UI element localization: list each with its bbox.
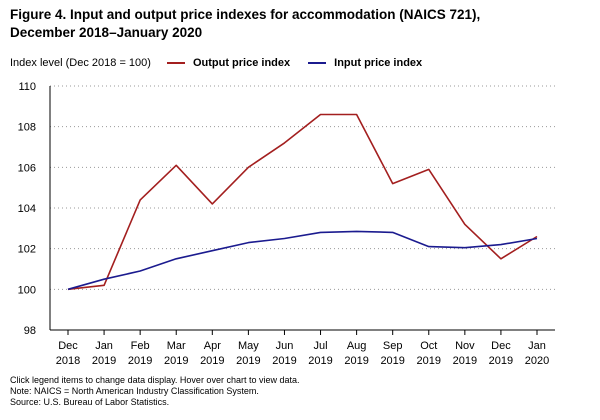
data-point-input-price-index-6[interactable] (281, 236, 287, 242)
x-tick-label-month-0: Dec (58, 340, 78, 352)
legend-item-output-price-index[interactable]: Output price index (166, 57, 291, 69)
data-point-output-price-index-3[interactable] (173, 162, 179, 168)
data-point-input-price-index-7[interactable] (318, 229, 324, 235)
x-tick-label-year-6: 2019 (272, 355, 296, 367)
x-tick-label-month-11: Nov (455, 340, 475, 352)
data-point-output-price-index-7[interactable] (318, 111, 324, 117)
data-point-output-price-index-8[interactable] (354, 111, 360, 117)
x-tick-label-month-3: Mar (167, 340, 186, 352)
data-point-output-price-index-9[interactable] (390, 181, 396, 187)
x-tick-label-year-1: 2019 (92, 355, 116, 367)
data-point-input-price-index-9[interactable] (390, 229, 396, 235)
data-point-output-price-index-10[interactable] (426, 166, 432, 172)
x-tick-label-month-8: Aug (347, 340, 367, 352)
x-tick-label-year-11: 2019 (453, 355, 477, 367)
data-point-input-price-index-1[interactable] (101, 276, 107, 282)
y-tick-label-98: 98 (24, 325, 36, 337)
x-tick-label-month-6: Jun (276, 340, 294, 352)
y-tick-label-108: 108 (18, 122, 36, 134)
note-instructions: Click legend items to change data displa… (10, 375, 300, 385)
legend-swatch-input (308, 62, 327, 64)
x-tick-label-year-4: 2019 (200, 355, 224, 367)
data-point-output-price-index-1[interactable] (101, 282, 107, 288)
data-point-input-price-index-2[interactable] (137, 268, 143, 274)
x-tick-label-year-3: 2019 (164, 355, 188, 367)
y-tick-label-102: 102 (18, 244, 36, 256)
x-tick-label-year-9: 2019 (380, 355, 404, 367)
chart-title-line-2: December 2018–January 2020 (10, 25, 203, 40)
data-point-input-price-index-4[interactable] (209, 248, 215, 254)
x-tick-label-year-7: 2019 (308, 355, 332, 367)
data-point-output-price-index-11[interactable] (462, 221, 468, 227)
x-tick-label-month-4: Apr (204, 340, 221, 352)
x-tick-label-year-10: 2019 (417, 355, 441, 367)
data-point-input-price-index-5[interactable] (245, 240, 251, 246)
series-line-output-price-index[interactable] (67, 113, 538, 291)
x-tick-label-month-9: Sep (383, 340, 403, 352)
x-tick-label-month-7: Jul (314, 340, 328, 352)
x-tick-label-month-10: Oct (420, 340, 437, 352)
y-tick-label-110: 110 (18, 81, 36, 93)
data-point-output-price-index-6[interactable] (281, 140, 287, 146)
legend-label-output: Output price index (192, 57, 291, 69)
x-tick-label-month-2: Feb (131, 340, 150, 352)
data-point-output-price-index-2[interactable] (137, 197, 143, 203)
y-axis-label: Index level (Dec 2018 = 100) (10, 57, 151, 69)
line-chart[interactable]: 98 100 102 104 106 108 110 Dec 2018 Jan 2019 Feb 201… (0, 0, 600, 370)
note-naics: Note: NAICS = North American Industry Cl… (10, 386, 259, 396)
y-tick-label-104: 104 (18, 203, 36, 215)
y-tick-label-106: 106 (18, 162, 36, 174)
x-tick-label-month-13: Jan (528, 340, 546, 352)
data-point-input-price-index-8[interactable] (354, 228, 360, 234)
chart-notes: Click legend items to change data displa… (10, 375, 299, 408)
y-tick-label-100: 100 (18, 284, 36, 296)
data-point-input-price-index-10[interactable] (426, 244, 432, 250)
chart-title-line-1: Figure 4. Input and output price indexes… (10, 7, 481, 22)
x-tick-label-year-5: 2019 (236, 355, 260, 367)
x-tick-label-month-1: Jan (95, 340, 113, 352)
data-point-input-price-index-0[interactable] (65, 286, 71, 292)
x-tick-label-year-12: 2019 (489, 355, 513, 367)
data-point-output-price-index-4[interactable] (209, 201, 215, 207)
x-tick-label-year-13: 2020 (525, 355, 549, 367)
chart-title: Figure 4. Input and output price indexes… (10, 6, 590, 42)
series-line-input-price-index[interactable] (67, 230, 538, 291)
x-tick-label-year-0: 2018 (56, 355, 80, 367)
legend-item-input-price-index[interactable]: Input price index (308, 57, 422, 69)
data-point-input-price-index-12[interactable] (498, 242, 504, 248)
data-point-input-price-index-11[interactable] (462, 245, 468, 251)
note-source: Source: U.S. Bureau of Labor Statistics. (10, 397, 170, 407)
x-tick-label-month-12: Dec (491, 340, 511, 352)
legend: Index level (Dec 2018 = 100) Output pric… (10, 56, 440, 70)
x-tick-label-year-8: 2019 (344, 355, 368, 367)
data-point-input-price-index-13[interactable] (534, 236, 540, 242)
x-tick-label-year-2: 2019 (128, 355, 152, 367)
legend-swatch-output (166, 62, 185, 64)
data-point-input-price-index-3[interactable] (173, 256, 179, 262)
legend-label-input: Input price index (334, 57, 423, 69)
data-point-output-price-index-12[interactable] (498, 256, 504, 262)
x-tick-label-month-5: May (238, 340, 259, 352)
data-point-output-price-index-5[interactable] (245, 164, 251, 170)
